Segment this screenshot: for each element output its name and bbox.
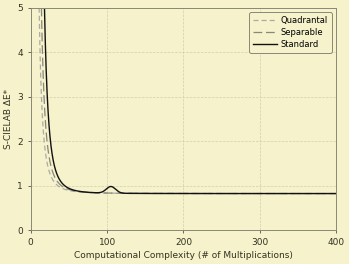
Separable <box>39 6 44 9</box>
Separable <box>45 136 49 139</box>
Standard <box>45 91 49 95</box>
Line: Quadrantal: Quadrantal <box>39 8 336 194</box>
Quadrantal <box>44 154 48 158</box>
Standard <box>202 192 206 195</box>
Standard <box>116 190 120 193</box>
Y-axis label: S-CIELAB ΔE*: S-CIELAB ΔE* <box>4 89 13 149</box>
Separable <box>273 192 277 195</box>
Line: Standard: Standard <box>44 8 336 194</box>
Separable <box>334 192 339 195</box>
Standard <box>65 186 69 189</box>
Quadrantal <box>37 6 41 9</box>
Separable <box>120 192 124 195</box>
Separable <box>48 159 52 162</box>
Quadrantal <box>46 167 51 170</box>
Separable <box>45 144 50 147</box>
Quadrantal <box>43 148 47 151</box>
Legend: Quadrantal, Separable, Standard: Quadrantal, Separable, Standard <box>249 12 332 53</box>
Quadrantal <box>120 192 124 195</box>
Quadrantal <box>195 192 200 195</box>
Standard <box>42 6 46 9</box>
Standard <box>51 158 55 161</box>
Quadrantal <box>334 192 339 195</box>
Standard <box>110 185 114 188</box>
X-axis label: Computational Complexity (# of Multiplications): Computational Complexity (# of Multiplic… <box>74 251 293 260</box>
Quadrantal <box>273 192 277 195</box>
Separable <box>195 192 200 195</box>
Standard <box>334 192 339 195</box>
Line: Separable: Separable <box>42 8 336 194</box>
